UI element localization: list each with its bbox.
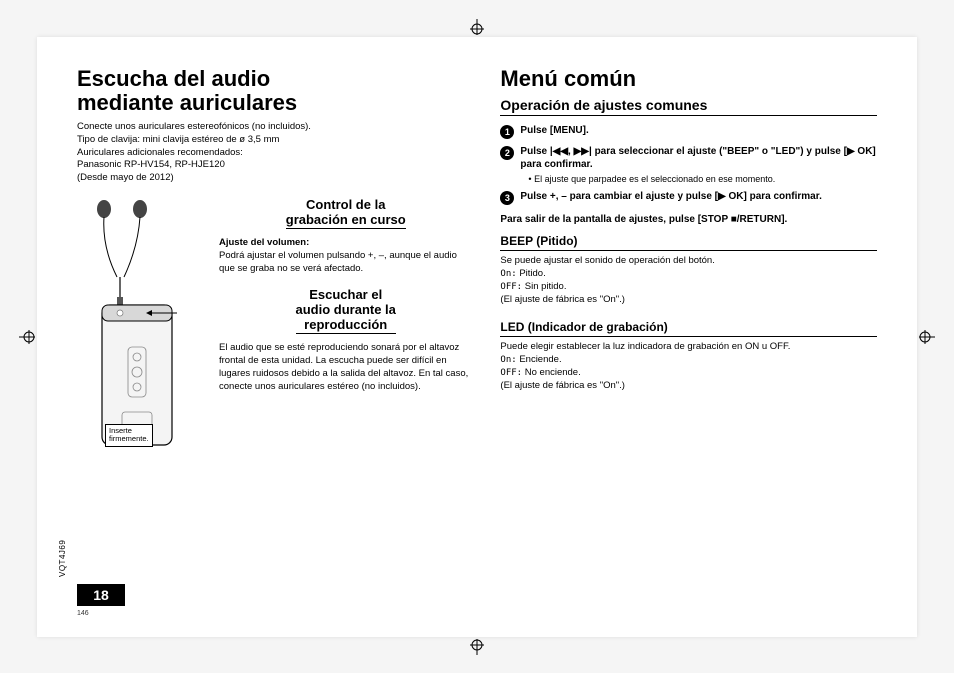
step-3: 3 Pulse +, – para cambiar el ajuste y pu…: [500, 190, 877, 205]
step-badge-1: 1: [500, 125, 514, 139]
beep-off: OFF: Sin pitido.: [500, 281, 877, 294]
left-body: Inserte firmemente. Control de la grabac…: [77, 197, 472, 617]
device-illustration: Inserte firmemente.: [77, 197, 207, 617]
left-column: Escucha del audio mediante auriculares C…: [77, 67, 472, 617]
sec2-h-l2: audio durante la: [296, 302, 396, 317]
led-on: On: Enciende.: [500, 354, 877, 367]
sec2-heading: Escuchar el audio durante la reproducció…: [296, 287, 396, 334]
section-listen: Escuchar el audio durante la reproducció…: [219, 287, 472, 393]
step-1: 1 Pulse [MENU].: [500, 124, 877, 139]
beep-intro: Se puede ajustar el sonido de operación …: [500, 255, 877, 268]
step-2-text: Pulse |◀◀, ▶▶| para seleccionar el ajust…: [520, 145, 877, 172]
sec1-heading: Control de la grabación en curso: [286, 197, 406, 229]
step-1-text: Pulse [MENU].: [520, 124, 588, 139]
section-control: Control de la grabación en curso Ajuste …: [219, 197, 472, 275]
sec1-h-l2: grabación en curso: [286, 212, 406, 227]
led-intro: Puede elegir establecer la luz indicador…: [500, 341, 877, 354]
crop-mark-bottom: [462, 639, 492, 655]
callout-l2: firmemente.: [109, 434, 149, 443]
intro-l4: Panasonic RP-HV154, RP-HJE120: [77, 159, 472, 172]
folio-number: 146: [77, 610, 89, 617]
title-line-1: Escucha del audio: [77, 66, 270, 91]
exit-note: Para salir de la pantalla de ajustes, pu…: [500, 213, 877, 227]
beep-default: (El ajuste de fábrica es "On".): [500, 294, 877, 307]
right-title: Menú común: [500, 67, 877, 91]
right-subtitle: Operación de ajustes comunes: [500, 97, 877, 113]
sec1-body: Podrá ajustar el volumen pulsando +, –, …: [219, 250, 472, 276]
title-line-2: mediante auriculares: [77, 90, 297, 115]
crop-mark-left: [19, 322, 35, 352]
intro-l3: Auriculares adicionales recomendados:: [77, 147, 472, 160]
crop-mark-top: [462, 19, 492, 35]
led-default: (El ajuste de fábrica es "On".): [500, 380, 877, 393]
left-title: Escucha del audio mediante auriculares: [77, 67, 472, 115]
sec2-h-l1: Escuchar el: [309, 287, 382, 302]
step-3-text: Pulse +, – para cambiar el ajuste y puls…: [520, 190, 821, 205]
divider: [500, 115, 877, 116]
crop-mark-right: [919, 322, 935, 352]
step-2: 2 Pulse |◀◀, ▶▶| para seleccionar el aju…: [500, 145, 877, 184]
left-text-column: Control de la grabación en curso Ajuste …: [219, 197, 472, 617]
right-column: Menú común Operación de ajustes comunes …: [500, 67, 877, 617]
sec1-sub: Ajuste del volumen:: [219, 237, 472, 250]
intro-l1: Conecte unos auriculares estereofónicos …: [77, 121, 472, 134]
device-svg: [82, 197, 202, 457]
beep-on: On: Pitido.: [500, 268, 877, 281]
intro-block: Conecte unos auriculares estereofónicos …: [77, 121, 472, 185]
callout-box: Inserte firmemente.: [105, 424, 153, 447]
led-heading: LED (Indicador de grabación): [500, 320, 877, 337]
beep-heading: BEEP (Pitido): [500, 234, 877, 251]
manual-page: Escucha del audio mediante auriculares C…: [37, 37, 917, 637]
sec2-h-l3: reproducción: [304, 317, 387, 332]
doc-code: VQT4J69: [58, 539, 67, 576]
sec2-body: El audio que se esté reproduciendo sonar…: [219, 342, 472, 393]
step-badge-3: 3: [500, 191, 514, 205]
step-badge-2: 2: [500, 146, 514, 160]
intro-l2: Tipo de clavija: mini clavija estéreo de…: [77, 134, 472, 147]
footer: 18 146: [77, 584, 125, 617]
step-2-note: • El ajuste que parpadee es el seleccion…: [528, 174, 877, 184]
page-number: 18: [77, 584, 125, 606]
led-off: OFF: No enciende.: [500, 367, 877, 380]
intro-l5: (Desde mayo de 2012): [77, 172, 472, 185]
sec1-h-l1: Control de la: [306, 197, 385, 212]
content-columns: Escucha del audio mediante auriculares C…: [77, 67, 877, 617]
